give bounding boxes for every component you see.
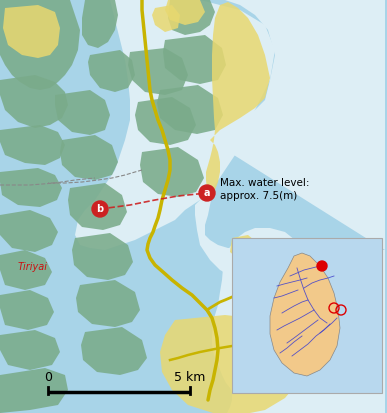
Polygon shape bbox=[75, 0, 275, 250]
Polygon shape bbox=[0, 368, 68, 413]
Polygon shape bbox=[206, 2, 270, 195]
Polygon shape bbox=[3, 5, 60, 58]
Polygon shape bbox=[68, 183, 127, 230]
Polygon shape bbox=[165, 0, 205, 25]
Polygon shape bbox=[128, 48, 188, 95]
Text: Max. water level:: Max. water level: bbox=[220, 178, 310, 188]
Text: a: a bbox=[204, 188, 210, 199]
Bar bbox=[232, 238, 382, 393]
Polygon shape bbox=[140, 147, 204, 197]
Polygon shape bbox=[72, 233, 133, 280]
Polygon shape bbox=[230, 235, 260, 262]
Polygon shape bbox=[0, 168, 62, 207]
Circle shape bbox=[317, 261, 327, 271]
Polygon shape bbox=[81, 327, 147, 375]
Polygon shape bbox=[160, 315, 305, 413]
Circle shape bbox=[199, 185, 215, 201]
Polygon shape bbox=[82, 0, 118, 48]
Polygon shape bbox=[157, 85, 223, 134]
Polygon shape bbox=[235, 295, 270, 322]
Polygon shape bbox=[0, 290, 54, 330]
Text: 5 km: 5 km bbox=[174, 371, 205, 384]
Text: Tiriyai: Tiriyai bbox=[18, 262, 48, 272]
Polygon shape bbox=[0, 0, 80, 90]
Polygon shape bbox=[270, 253, 340, 376]
Text: 0: 0 bbox=[44, 371, 52, 384]
Text: b: b bbox=[96, 204, 104, 214]
Text: approx. 7.5(m): approx. 7.5(m) bbox=[220, 191, 297, 201]
Circle shape bbox=[92, 201, 108, 217]
Polygon shape bbox=[0, 330, 60, 370]
Polygon shape bbox=[0, 250, 52, 290]
Polygon shape bbox=[152, 5, 180, 32]
Polygon shape bbox=[0, 210, 58, 252]
Polygon shape bbox=[168, 0, 215, 35]
Polygon shape bbox=[55, 90, 110, 135]
Polygon shape bbox=[76, 280, 140, 327]
Polygon shape bbox=[135, 97, 196, 145]
Polygon shape bbox=[195, 0, 385, 413]
Polygon shape bbox=[60, 135, 118, 180]
Polygon shape bbox=[0, 75, 68, 128]
Polygon shape bbox=[88, 50, 135, 92]
Polygon shape bbox=[163, 35, 226, 84]
Polygon shape bbox=[0, 125, 65, 165]
